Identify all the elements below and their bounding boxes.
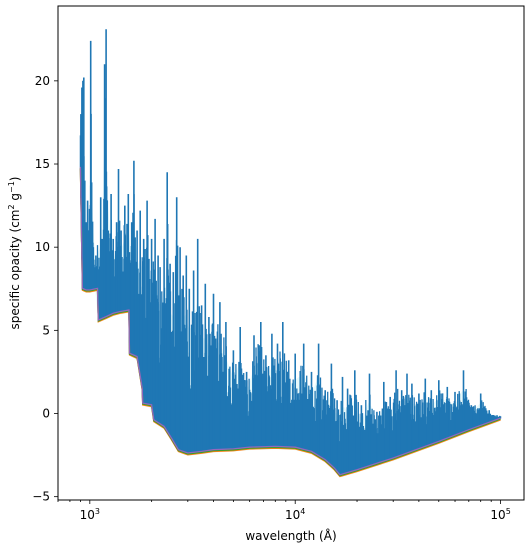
- continuum-purple: [79, 166, 501, 476]
- y-axis: −5 0 5 10 15 20: [32, 74, 58, 504]
- y-tick-label: 10: [35, 240, 50, 254]
- x-axis: 103 104 105: [57, 500, 511, 522]
- y-tick-label: 0: [42, 407, 50, 421]
- x-tick-label: 103: [80, 507, 100, 522]
- x-tick-label: 105: [490, 507, 510, 522]
- y-tick-label: −5: [32, 490, 50, 504]
- axes-frame: [57, 5, 525, 501]
- y-tick-label: 5: [42, 323, 50, 337]
- x-axis-label: wavelength (Å): [245, 528, 336, 543]
- y-tick-label: 20: [35, 74, 50, 88]
- y-tick-label: 15: [35, 157, 50, 171]
- x-tick-label: 104: [285, 507, 305, 522]
- y-axis-label: specific opacity (cm2 g−1): [7, 176, 22, 329]
- plot-area: [79, 29, 502, 478]
